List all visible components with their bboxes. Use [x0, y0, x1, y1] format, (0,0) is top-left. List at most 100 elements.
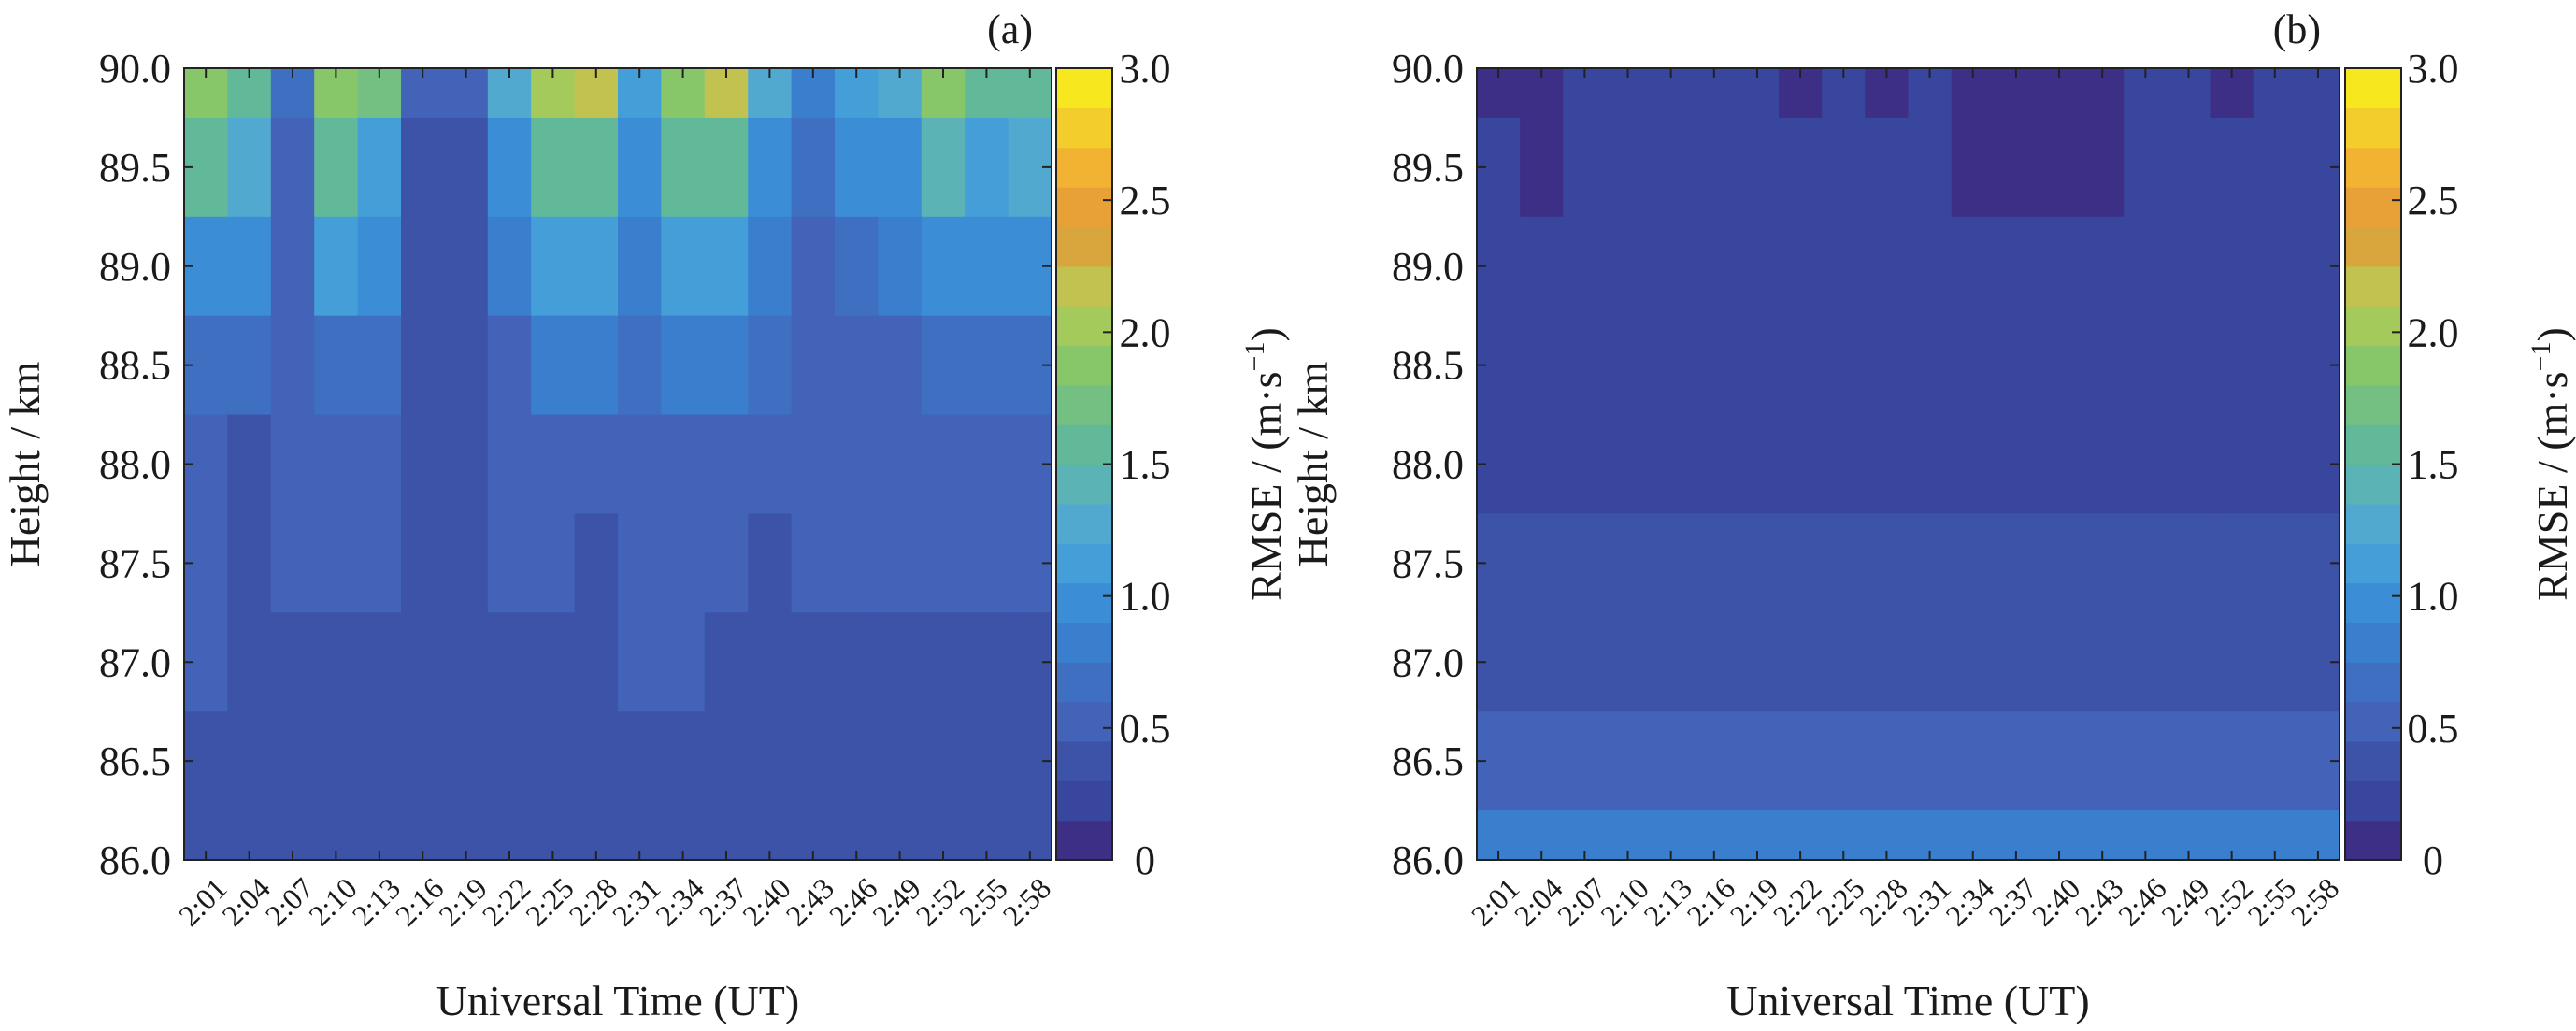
heatmap-cell: [791, 216, 836, 317]
heatmap-cell: [314, 711, 359, 811]
colorbar-tick-label: 1.0: [1120, 574, 1171, 620]
heatmap-cell: [531, 216, 576, 317]
heatmap-cell: [487, 414, 532, 515]
heatmap-cell: [1951, 711, 1996, 811]
heatmap-cell: [2124, 711, 2168, 811]
heatmap-cell: [1865, 711, 1910, 811]
heatmap-cell: [618, 612, 662, 712]
heatmap-cell: [487, 315, 532, 416]
heatmap-cell: [2037, 711, 2082, 811]
heatmap-cell: [2253, 612, 2297, 712]
heatmap-cell: [1520, 711, 1564, 811]
colorbar-swatch: [1056, 740, 1112, 781]
heatmap-cell: [314, 315, 359, 416]
heatmap-cell: [574, 117, 619, 218]
colorbar-swatch: [1056, 265, 1112, 307]
y-tick-label: 88.0: [1392, 442, 1464, 488]
heatmap-cell: [1822, 414, 1866, 515]
heatmap-cell: [878, 216, 923, 317]
heatmap-cell: [1520, 117, 1564, 218]
heatmap-cell: [1951, 414, 1996, 515]
heatmap-cell: [1822, 711, 1866, 811]
colorbar-tick-label: 0: [1135, 838, 1155, 883]
colorbar-swatch: [1056, 424, 1112, 465]
colorbar-swatch: [1056, 345, 1112, 386]
heatmap-cell: [357, 711, 402, 811]
y-axis-label: Height / km: [1, 361, 49, 566]
heatmap-cell: [1606, 315, 1651, 416]
heatmap-cell: [227, 216, 272, 317]
heatmap-cell: [227, 513, 272, 613]
heatmap-cell: [357, 315, 402, 416]
panel-b: 86.086.587.087.588.088.589.089.590.02:01…: [1289, 7, 2576, 1024]
y-tick-label: 86.0: [99, 838, 171, 883]
colorbar-label-main: RMSE / (m·s: [1242, 371, 1290, 600]
colorbar-swatch: [2345, 107, 2401, 149]
heatmap-cell: [227, 414, 272, 515]
heatmap-cell: [1735, 612, 1780, 712]
colorbar-swatch: [1056, 701, 1112, 742]
heatmap-cell: [314, 216, 359, 317]
heatmap-cell: [574, 513, 619, 613]
heatmap-cell: [2253, 216, 2297, 317]
heatmap-cell: [835, 711, 879, 811]
heatmap-cell: [2167, 711, 2211, 811]
heatmap-cell: [227, 612, 272, 712]
y-tick-label: 89.5: [1392, 145, 1464, 191]
heatmap-cell: [2081, 117, 2125, 218]
heatmap-cell: [574, 315, 619, 416]
heatmap-cell: [1606, 711, 1651, 811]
heatmap-cell: [401, 315, 445, 416]
heatmap-cell: [1951, 612, 1996, 712]
heatmap-cell: [444, 414, 489, 515]
colorbar-tick-label: 3.0: [2408, 46, 2459, 92]
colorbar-swatch: [2345, 345, 2401, 386]
x-tick-label: 2:58: [2284, 871, 2346, 933]
heatmap-cell: [835, 414, 879, 515]
heatmap-cell: [661, 711, 706, 811]
heatmap-cell: [2167, 513, 2211, 613]
colorbar-tick-label: 2.0: [1120, 309, 1171, 355]
colorbar-label-close: ): [2528, 327, 2576, 341]
heatmap-cell: [1563, 315, 1608, 416]
heatmap-cell: [2253, 117, 2297, 218]
colorbar-tick-label: 1.5: [2408, 442, 2459, 488]
y-tick-label: 88.5: [1392, 343, 1464, 389]
heatmap-cell: [1865, 513, 1910, 613]
colorbar-swatch: [1056, 780, 1112, 822]
colorbar-tick-label: 0.5: [2408, 706, 2459, 752]
heatmap-cell: [1779, 711, 1823, 811]
heatmap-cell: [1649, 315, 1694, 416]
heatmap-cell: [401, 216, 445, 317]
colorbar-tick-label: 0: [2423, 838, 2443, 883]
colorbar-tick-label: 3.0: [1120, 46, 1171, 92]
colorbar-swatch: [1056, 68, 1112, 108]
heatmap-cell: [965, 414, 1009, 515]
heatmap-cell: [704, 711, 749, 811]
heatmap-cell: [791, 315, 836, 416]
heatmap-cell: [270, 117, 315, 218]
heatmap-cell: [531, 315, 576, 416]
heatmap-cell: [791, 117, 836, 218]
heatmap-cell: [2167, 612, 2211, 712]
heatmap-cell: [2081, 513, 2125, 613]
y-tick-label: 89.5: [99, 145, 171, 191]
heatmap-cell: [704, 612, 749, 712]
heatmap-cell: [1994, 117, 2039, 218]
heatmap-cell: [2210, 513, 2254, 613]
heatmap-cell: [1779, 117, 1823, 218]
colorbar-swatch: [2345, 820, 2401, 861]
colorbar-swatch: [2345, 503, 2401, 544]
heatmap-cell: [618, 117, 662, 218]
y-tick-label: 88.0: [99, 442, 171, 488]
heatmap-cell: [1908, 117, 1953, 218]
heatmap-cell: [748, 612, 793, 712]
heatmap-cell: [2253, 414, 2297, 515]
heatmap-cell: [444, 315, 489, 416]
heatmap-cell: [1520, 513, 1564, 613]
heatmap-cell: [704, 216, 749, 317]
heatmap-cell: [1692, 414, 1737, 515]
heatmap-cell: [444, 513, 489, 613]
heatmap-cell: [835, 612, 879, 712]
colorbar-tick-label: 1.5: [1120, 442, 1171, 488]
